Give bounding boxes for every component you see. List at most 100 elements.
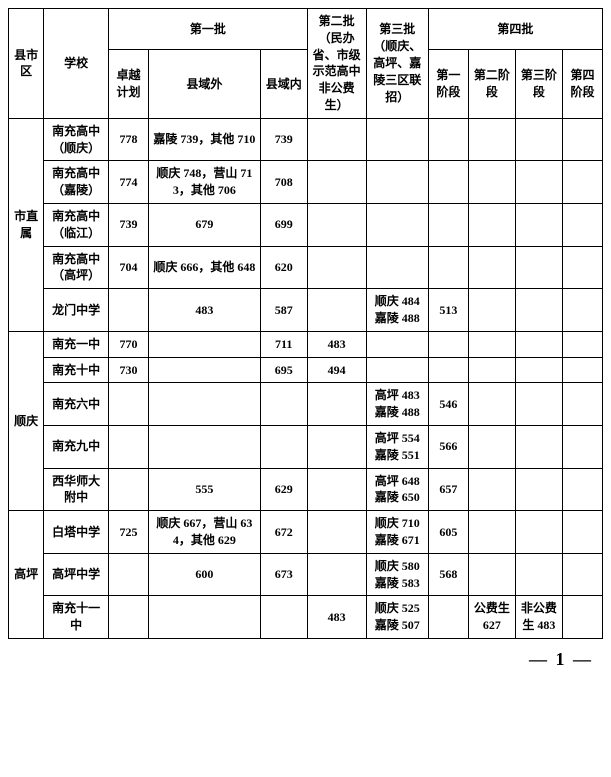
cell-b2 [307,468,366,511]
cell-s1 [428,246,468,289]
cell-b2 [307,246,366,289]
cell-s1 [428,118,468,161]
cell-b2 [307,289,366,332]
cell-b2: 494 [307,357,366,383]
cell-b2 [307,383,366,426]
cell-out: 嘉陵 739，其他 710 [148,118,260,161]
th-batch4: 第四批 [428,9,602,50]
table-row: 南充高中（高坪）704顺庆 666，其他 648620 [9,246,603,289]
cell-s4 [562,161,602,204]
cell-school: 龙门中学 [44,289,109,332]
cell-b3 [366,331,428,357]
cell-school: 南充高中（顺庆） [44,118,109,161]
cell-s2 [468,203,515,246]
cell-school: 南充一中 [44,331,109,357]
cell-s3 [515,246,562,289]
cell-zy: 739 [108,203,148,246]
cell-out: 679 [148,203,260,246]
cell-s4 [562,596,602,639]
cell-zy: 770 [108,331,148,357]
cell-district: 市直属 [9,118,44,331]
th-zy: 卓越计划 [108,50,148,118]
cell-s4 [562,118,602,161]
cell-out [148,331,260,357]
table-row: 南充十中730695494 [9,357,603,383]
cell-s1 [428,596,468,639]
cell-out: 顺庆 667，营山 634，其他 629 [148,511,260,554]
cell-out: 顺庆 666，其他 648 [148,246,260,289]
cell-s2 [468,553,515,596]
table-row: 南充十一中483顺庆 525 嘉陵 507公费生 627非公费生 483 [9,596,603,639]
cell-s3 [515,289,562,332]
cell-s4 [562,383,602,426]
cell-s3 [515,161,562,204]
cell-in: 629 [260,468,307,511]
cell-school: 南充十中 [44,357,109,383]
cell-in: 711 [260,331,307,357]
cell-zy [108,289,148,332]
cell-s3 [515,203,562,246]
cell-b3 [366,203,428,246]
th-batch3: 第三批（顺庆、高坪、嘉陵三区联招） [366,9,428,119]
cell-out [148,383,260,426]
cell-school: 南充六中 [44,383,109,426]
cell-b2 [307,118,366,161]
cell-b2 [307,553,366,596]
cell-s2 [468,161,515,204]
cell-b3: 顺庆 484 嘉陵 488 [366,289,428,332]
cell-s1 [428,203,468,246]
table-row: 南充高中（临江）739679699 [9,203,603,246]
table-row: 顺庆南充一中770711483 [9,331,603,357]
cell-in: 673 [260,553,307,596]
th-batch2: 第二批（民办省、市级示范高中非公费生） [307,9,366,119]
cell-zy [108,596,148,639]
cell-s1: 513 [428,289,468,332]
cell-in [260,383,307,426]
cell-s2 [468,331,515,357]
cell-b2 [307,425,366,468]
cell-s1 [428,357,468,383]
table-row: 西华师大附中555629高坪 648 嘉陵 650657 [9,468,603,511]
cell-s2 [468,425,515,468]
cell-s4 [562,468,602,511]
cell-out [148,357,260,383]
cell-s4 [562,425,602,468]
th-s2: 第二阶段 [468,50,515,118]
cell-s2 [468,246,515,289]
th-in: 县域内 [260,50,307,118]
th-batch1: 第一批 [108,9,307,50]
cell-in [260,425,307,468]
cell-in: 739 [260,118,307,161]
cell-s2 [468,357,515,383]
cell-b3 [366,161,428,204]
cell-school: 高坪中学 [44,553,109,596]
table-row: 南充六中高坪 483 嘉陵 488546 [9,383,603,426]
cell-s1 [428,161,468,204]
th-s4: 第四阶段 [562,50,602,118]
th-s3: 第三阶段 [515,50,562,118]
cell-s4 [562,203,602,246]
cell-s3 [515,331,562,357]
cell-s3 [515,553,562,596]
cell-s4 [562,289,602,332]
th-s1: 第一阶段 [428,50,468,118]
cell-s3 [515,468,562,511]
cell-s2 [468,383,515,426]
cell-s1: 568 [428,553,468,596]
cell-s4 [562,246,602,289]
cell-in: 620 [260,246,307,289]
cell-b2 [307,161,366,204]
th-out: 县域外 [148,50,260,118]
cell-zy: 704 [108,246,148,289]
cell-school: 白塔中学 [44,511,109,554]
cell-in: 587 [260,289,307,332]
cell-school: 南充九中 [44,425,109,468]
cell-zy [108,425,148,468]
cell-b3 [366,246,428,289]
cell-s1: 657 [428,468,468,511]
th-school: 学校 [44,9,109,119]
cell-zy [108,553,148,596]
cell-s4 [562,357,602,383]
cell-s2 [468,468,515,511]
cell-zy [108,383,148,426]
